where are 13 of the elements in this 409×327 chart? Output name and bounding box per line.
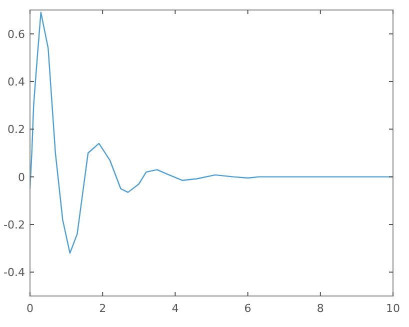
y-tick-label: -0.4 <box>4 266 25 280</box>
y-tick-label: 0.2 <box>8 123 25 136</box>
x-tick-label: 4 <box>172 302 179 315</box>
y-tick-label: 0 <box>18 170 25 184</box>
y-tick-label: 0.6 <box>8 28 25 41</box>
x-tick-label: 0 <box>26 302 34 315</box>
x-tick-label: 10 <box>386 302 400 315</box>
y-tick-label: 0.4 <box>8 76 25 88</box>
line-series <box>29 12 394 254</box>
x-tick-label: 2 <box>99 302 106 315</box>
x-tick-label: 8 <box>316 302 324 315</box>
y-tick-label: -0.2 <box>4 218 25 232</box>
x-tick-label: 6 <box>244 302 252 315</box>
